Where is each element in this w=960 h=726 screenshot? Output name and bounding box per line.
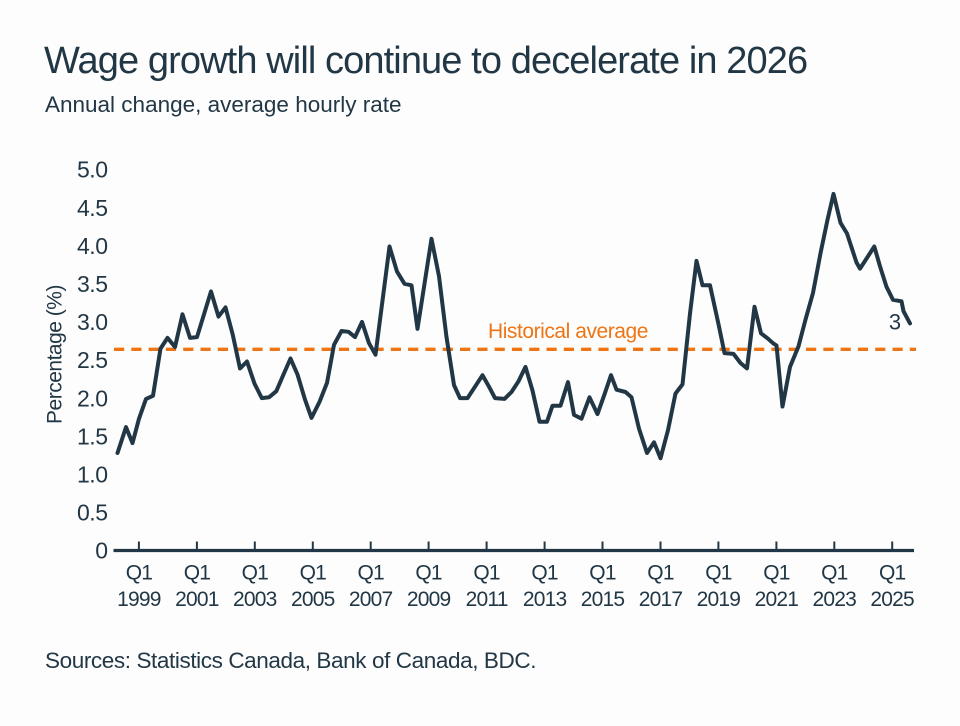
svg-text:3.0: 3.0	[77, 309, 107, 335]
svg-text:Sources: Statistics Canada, Ba: Sources: Statistics Canada, Bank of Cana…	[45, 648, 536, 673]
svg-text:Q1: Q1	[184, 562, 211, 585]
svg-text:Historical average: Historical average	[488, 320, 648, 343]
svg-text:2001: 2001	[175, 588, 219, 611]
svg-text:2019: 2019	[697, 588, 741, 611]
svg-text:2007: 2007	[349, 588, 393, 611]
svg-text:Q1: Q1	[705, 562, 732, 585]
svg-text:Q1: Q1	[473, 562, 500, 585]
svg-text:Q1: Q1	[242, 562, 269, 585]
svg-text:2011: 2011	[466, 588, 508, 611]
svg-text:Q1: Q1	[821, 562, 848, 585]
svg-text:0: 0	[95, 538, 107, 564]
svg-text:Q1: Q1	[647, 562, 674, 585]
svg-text:2021: 2021	[755, 588, 799, 611]
svg-text:1999: 1999	[117, 588, 161, 611]
svg-text:2013: 2013	[523, 588, 567, 611]
svg-text:2009: 2009	[407, 588, 451, 611]
svg-text:4.0: 4.0	[77, 233, 107, 259]
svg-text:2025: 2025	[870, 588, 914, 611]
svg-text:Q1: Q1	[415, 562, 442, 585]
svg-text:3.5: 3.5	[77, 271, 107, 297]
svg-text:5.0: 5.0	[77, 157, 107, 183]
svg-text:1.0: 1.0	[77, 462, 107, 488]
svg-text:2023: 2023	[813, 588, 857, 611]
svg-text:2005: 2005	[291, 588, 335, 611]
svg-text:Q1: Q1	[357, 562, 384, 585]
svg-text:Wage growth will continue to d: Wage growth will continue to decelerate …	[44, 40, 807, 82]
svg-text:Q1: Q1	[126, 562, 153, 585]
svg-text:3: 3	[889, 310, 901, 335]
svg-text:2.0: 2.0	[77, 385, 107, 411]
svg-text:4.5: 4.5	[77, 195, 107, 221]
svg-text:0.5: 0.5	[77, 500, 107, 526]
svg-text:Q1: Q1	[879, 562, 906, 585]
svg-text:1.5: 1.5	[77, 423, 107, 449]
svg-text:Annual change, average hourly: Annual change, average hourly rate	[45, 92, 402, 117]
svg-text:Q1: Q1	[300, 562, 327, 585]
svg-text:Q1: Q1	[763, 562, 790, 585]
svg-text:Q1: Q1	[589, 562, 616, 585]
svg-text:2017: 2017	[639, 588, 683, 611]
svg-text:2.5: 2.5	[77, 347, 107, 373]
svg-text:2003: 2003	[233, 588, 277, 611]
svg-text:2015: 2015	[581, 588, 625, 611]
svg-text:Percentage (%): Percentage (%)	[44, 285, 67, 424]
svg-text:Q1: Q1	[531, 562, 558, 585]
